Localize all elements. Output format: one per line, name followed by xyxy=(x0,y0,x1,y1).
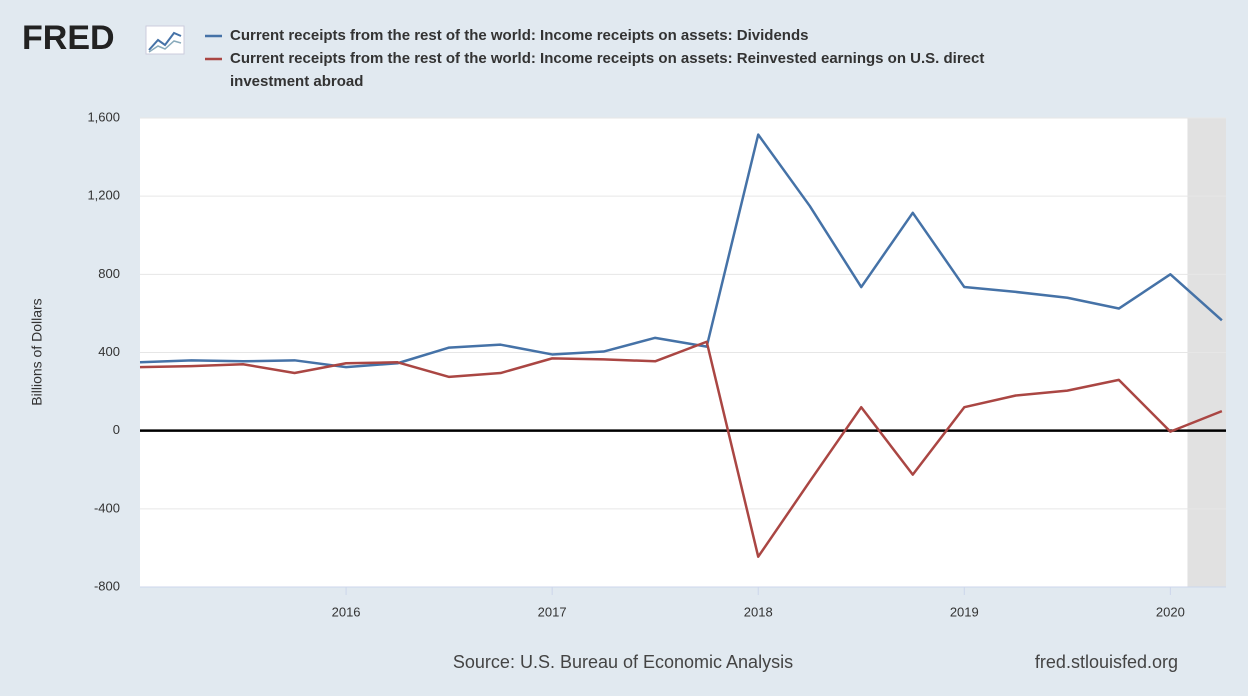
y-tick-label: 0 xyxy=(113,422,120,437)
url: fred.stlouisfed.org xyxy=(1035,652,1178,672)
logo-icon xyxy=(145,25,185,55)
legend-line: Current receipts from the rest of the wo… xyxy=(230,50,984,67)
series-line xyxy=(139,340,1223,558)
x-tick-label: 2020 xyxy=(1156,604,1185,619)
source: Source: U.S. Bureau of Economic Analysis xyxy=(453,652,793,672)
y-tick-label: 1,200 xyxy=(87,188,120,203)
y-tick-label: -800 xyxy=(94,578,120,593)
legend-line: investment abroad xyxy=(230,73,363,90)
y-tick-label: 1,600 xyxy=(87,109,120,124)
legend-label: Current receipts from the rest of the wo… xyxy=(230,50,984,90)
x-tick-label: 2017 xyxy=(538,604,567,619)
y-tick-label: 800 xyxy=(98,266,120,281)
series-line xyxy=(139,133,1223,369)
legend-label: Current receipts from the rest of the wo… xyxy=(230,27,808,44)
x-tick-label: 2016 xyxy=(332,604,361,619)
brand-logo: FRED xyxy=(22,19,115,57)
x-tick-label: 2018 xyxy=(744,604,773,619)
y-axis-label: Billions of Dollars xyxy=(29,298,45,405)
y-tick-label: 400 xyxy=(98,344,120,359)
y-tick-label: -400 xyxy=(94,500,120,515)
x-tick-label: 2019 xyxy=(950,604,979,619)
